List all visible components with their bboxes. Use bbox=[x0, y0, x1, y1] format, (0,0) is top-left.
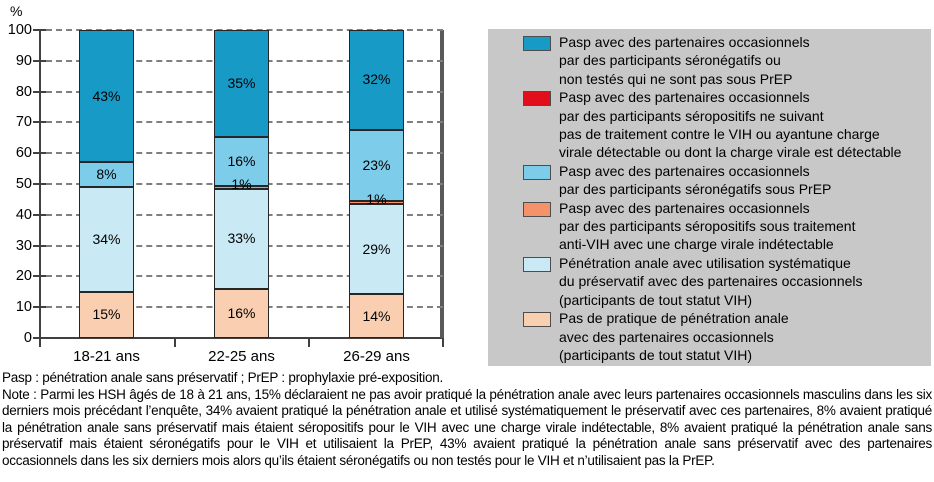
abbreviation-note: Pasp : pénétration anale sans préservati… bbox=[2, 370, 444, 385]
bar-segment-prep bbox=[79, 162, 134, 188]
legend-item-label: Pasp avec des partenaires occasionnels pa… bbox=[559, 199, 856, 253]
bar-segment-seropos-treated bbox=[214, 185, 269, 189]
segment-value-label: 16% bbox=[227, 152, 256, 169]
segment-value-label: 43% bbox=[92, 87, 121, 104]
y-tick-label: 20 bbox=[15, 268, 32, 285]
legend-item-prep: Pasp avec des partenaires occasionnels pa… bbox=[488, 162, 931, 199]
segment-value-label: 32% bbox=[362, 71, 391, 88]
reading-note: Note : Parmi les HSH âgés de 18 à 21 ans… bbox=[2, 386, 932, 468]
legend-swatch-seropos-untreated bbox=[523, 91, 551, 107]
bar-22-25-ans: 16% 33% 1% 16% 35% bbox=[214, 30, 269, 338]
x-tick-mark bbox=[308, 338, 311, 347]
legend-item-label: Pénétration anale avec utilisation systé… bbox=[559, 254, 863, 308]
segment-value-label: 1% bbox=[231, 175, 252, 192]
legend-swatch-no-prep bbox=[523, 36, 551, 51]
bar-segment-no-anal bbox=[214, 289, 269, 338]
segment-value-label: 1% bbox=[366, 191, 387, 208]
segment-value-label: 29% bbox=[362, 240, 391, 257]
bar-segment-prep bbox=[214, 136, 269, 186]
bar-segment-no-anal bbox=[349, 294, 404, 338]
chart-legend: Pasp avec des partenaires occasionnels pa… bbox=[488, 29, 931, 366]
bar-segment-condom bbox=[79, 187, 134, 292]
y-tick-label: 0 bbox=[23, 330, 32, 346]
bar-segment-prep bbox=[349, 129, 404, 202]
y-tick-label: 90 bbox=[15, 52, 32, 69]
legend-item-label: Pasp avec des partenaires occasionnels pa… bbox=[559, 162, 832, 198]
legend-item-label: Pasp avec des partenaires occasionnels pa… bbox=[559, 89, 902, 161]
x-category-label: 26-29 ans bbox=[343, 348, 410, 365]
footnotes: Pasp : pénétration anale sans préservati… bbox=[2, 370, 932, 470]
y-tick-label: 30 bbox=[15, 237, 32, 254]
plot-area: 15% 34% 8% 43% 16% 33% 1% 16% 35% 14% 29% 1% 23% 32% bbox=[40, 29, 443, 338]
y-axis-unit-label: % bbox=[10, 3, 23, 19]
x-category-label: 22-25 ans bbox=[208, 348, 275, 365]
y-tick-label: 40 bbox=[15, 206, 32, 223]
bar-segment-condom bbox=[349, 204, 404, 295]
legend-item-label: Pas de pratique de pénétration anale avec… bbox=[559, 310, 789, 363]
bar-26-29-ans: 14% 29% 1% 23% 32% bbox=[349, 30, 404, 338]
bar-segment-no-prep bbox=[214, 30, 269, 137]
legend-swatch-no-anal bbox=[523, 312, 551, 328]
y-tick-label: 70 bbox=[15, 114, 32, 131]
legend-swatch-seropos-treated bbox=[523, 201, 551, 217]
x-tick-mark bbox=[173, 338, 176, 347]
legend-swatch-prep bbox=[523, 164, 551, 180]
gridline bbox=[46, 29, 443, 31]
bar-segment-no-prep bbox=[79, 30, 134, 163]
segment-value-label: 8% bbox=[96, 166, 117, 183]
legend-item-no-prep: Pasp avec des partenaires occasionnels pa… bbox=[488, 33, 931, 88]
y-tick-label: 10 bbox=[15, 299, 32, 316]
bar-segment-condom bbox=[214, 188, 269, 290]
x-category-label: 18-21 ans bbox=[73, 348, 140, 365]
y-tick-label: 80 bbox=[15, 83, 32, 100]
legend-item-seropos-treated: Pasp avec des partenaires occasionnels pa… bbox=[488, 199, 931, 254]
x-tick-mark bbox=[442, 338, 444, 347]
y-tick-label: 100 bbox=[7, 22, 32, 38]
segment-value-label: 16% bbox=[227, 305, 256, 322]
bar-segment-no-anal bbox=[79, 291, 134, 338]
segment-value-label: 15% bbox=[92, 306, 121, 323]
x-axis-line bbox=[33, 337, 443, 339]
segment-value-label: 34% bbox=[92, 230, 121, 247]
y-tick-label: 50 bbox=[15, 176, 32, 192]
segment-value-label: 23% bbox=[362, 156, 391, 173]
legend-swatch-condom bbox=[523, 256, 551, 272]
legend-item-no-anal: Pas de pratique de pénétration anale avec… bbox=[488, 309, 931, 364]
bar-18-21-ans: 15% 34% 8% 43% bbox=[79, 30, 134, 338]
bar-segment-seropos-treated bbox=[349, 201, 404, 205]
segment-value-label: 14% bbox=[362, 307, 391, 324]
y-axis-line bbox=[39, 30, 41, 345]
y-tick-label: 60 bbox=[15, 145, 32, 162]
legend-item-condom: Pénétration anale avec utilisation systé… bbox=[488, 254, 931, 309]
segment-value-label: 35% bbox=[227, 74, 256, 91]
segment-value-label: 33% bbox=[227, 230, 256, 247]
x-tick-mark bbox=[39, 338, 41, 347]
bar-segment-no-prep bbox=[349, 30, 404, 130]
legend-item-label: Pasp avec des partenaires occasionnels pa… bbox=[559, 34, 810, 87]
legend-item-seropos-untreated: Pasp avec des partenaires occasionnels pa… bbox=[488, 88, 931, 162]
